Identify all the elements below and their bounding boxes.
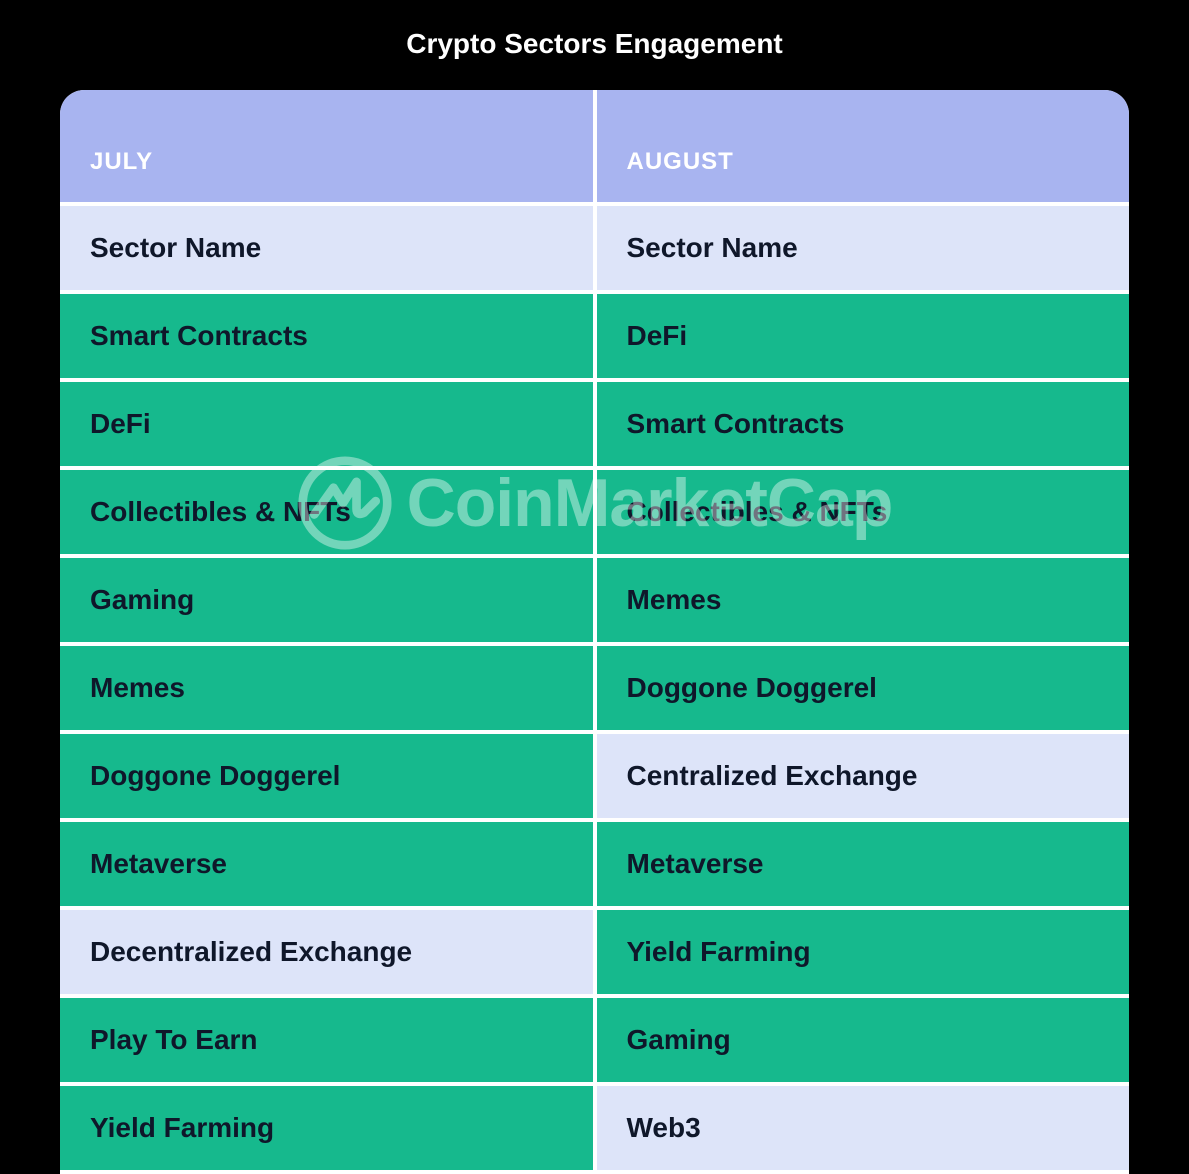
table-cell: Smart Contracts (597, 382, 1130, 470)
table-cell: Memes (60, 646, 593, 734)
sectors-table: JULYAUGUSTSector NameSector NameSmart Co… (60, 90, 1129, 1174)
table-cell: Metaverse (60, 822, 593, 910)
table-cell: Web3 (597, 1086, 1130, 1174)
table-cell: Doggone Doggerel (60, 734, 593, 822)
table-cell: Yield Farming (60, 1086, 593, 1174)
table-cell: DeFi (60, 382, 593, 470)
table-cell: Smart Contracts (60, 294, 593, 382)
column-subheader-july: Sector Name (60, 206, 593, 294)
table-cell: Doggone Doggerel (597, 646, 1130, 734)
table-cell: Memes (597, 558, 1130, 646)
page-title: Crypto Sectors Engagement (0, 0, 1189, 90)
column-header-august: AUGUST (597, 90, 1130, 206)
table-cell: Play To Earn (60, 998, 593, 1086)
table-cell: Collectibles & NFTs (60, 470, 593, 558)
table-cell: Metaverse (597, 822, 1130, 910)
table-cell: DeFi (597, 294, 1130, 382)
table-cell: Gaming (597, 998, 1130, 1086)
column-header-july: JULY (60, 90, 593, 206)
table-cell: Decentralized Exchange (60, 910, 593, 998)
table-cell: Gaming (60, 558, 593, 646)
column-subheader-august: Sector Name (597, 206, 1130, 294)
table-cell: Centralized Exchange (597, 734, 1130, 822)
table-cell: Collectibles & NFTs (597, 470, 1130, 558)
table-cell: Yield Farming (597, 910, 1130, 998)
